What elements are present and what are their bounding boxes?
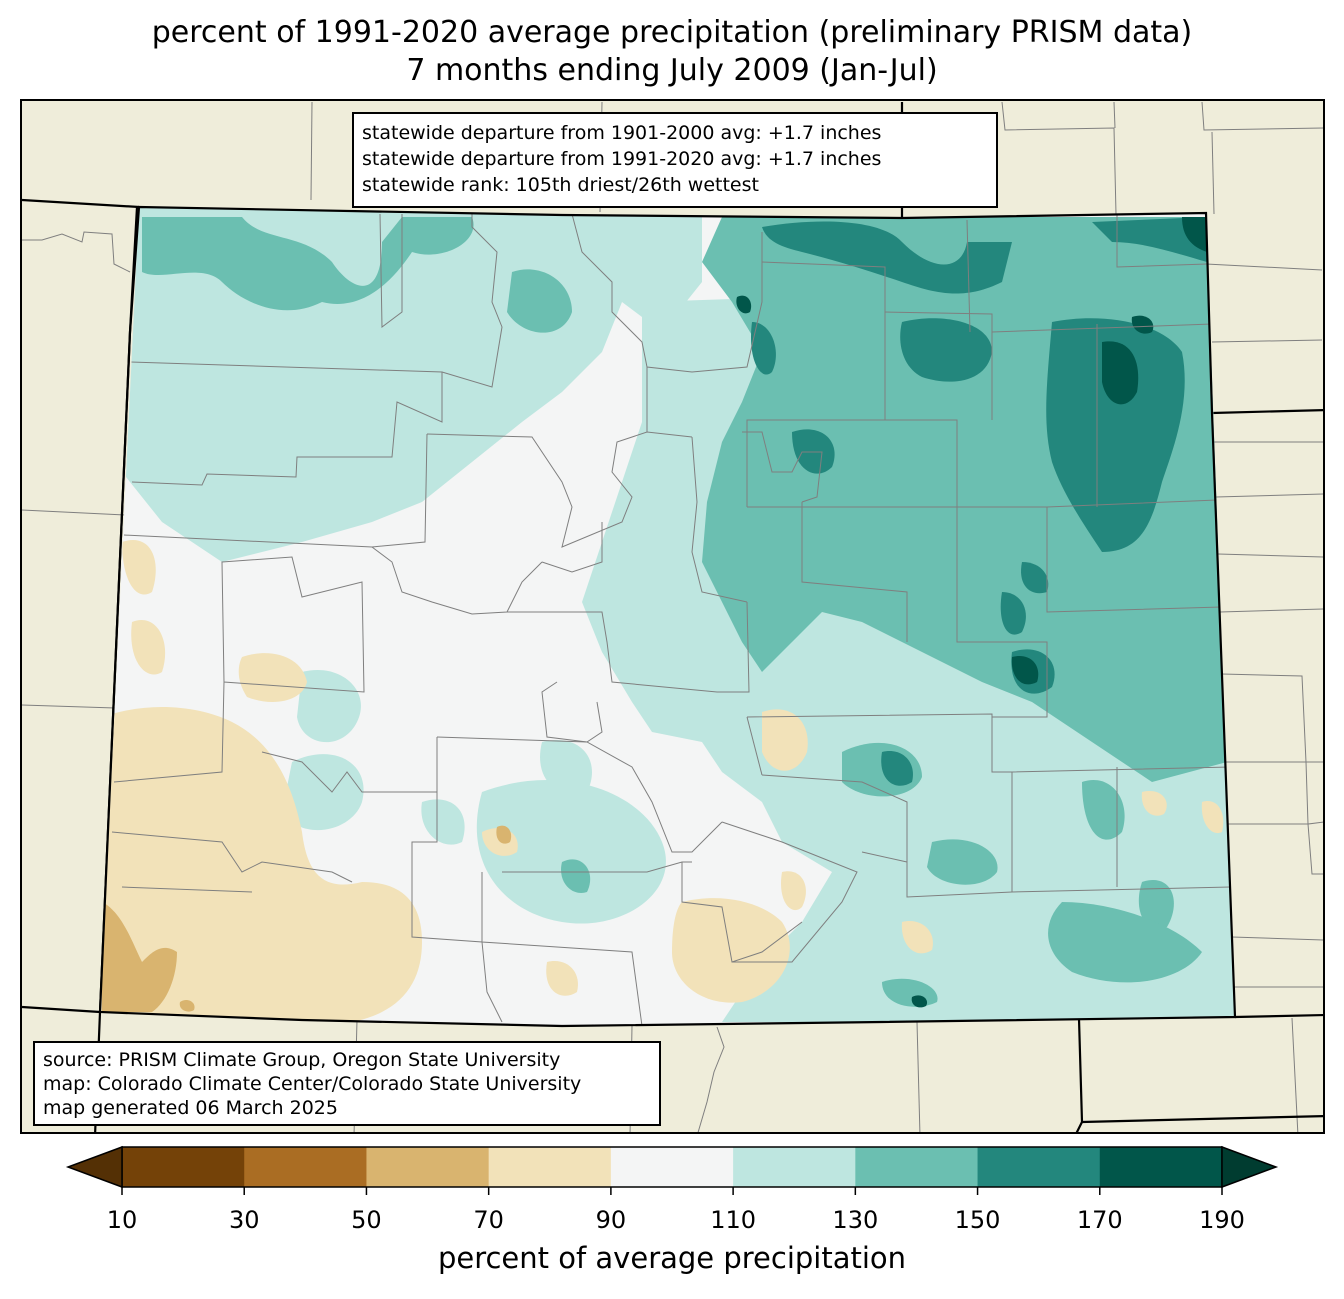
colorbar-tick-label: 50 [351, 1206, 382, 1234]
precipitation-map [22, 101, 1323, 1132]
source-box: source: PRISM Climate Group, Oregon Stat… [33, 1041, 661, 1126]
colorbar-tick-label: 30 [229, 1206, 260, 1234]
colorbar-tick-label: 10 [107, 1206, 138, 1234]
colorbar-tick-label: 170 [1077, 1206, 1123, 1234]
source-line-1: source: PRISM Climate Group, Oregon Stat… [43, 1049, 561, 1071]
colorbar-bins [121, 1146, 1223, 1188]
colorado-boundary [98, 205, 1237, 1028]
stats-line-3: statewide rank: 105th driest/26th wettes… [362, 174, 759, 196]
title-line-2: 7 months ending July 2009 (Jan-Jul) [406, 53, 938, 88]
colorbar-tick-label: 190 [1199, 1206, 1245, 1234]
colorbar-tick-label: 110 [710, 1206, 756, 1234]
colorbar-ticks: 10 30 50 70 90 110 130 150 170 190 [107, 1187, 1245, 1234]
precipitation-field [100, 207, 1235, 1026]
colorbar: 10 30 50 70 90 110 130 150 170 190 [65, 1145, 1279, 1234]
colorbar-bin-70-90 [488, 1147, 612, 1187]
colorbar-bin-130-150 [855, 1147, 979, 1187]
stats-line-2: statewide departure from 1991-2020 avg: … [362, 148, 882, 170]
colorbar-over-arrow [1221, 1145, 1279, 1189]
title-line-1: percent of 1991-2020 average precipitati… [151, 15, 1193, 50]
source-line-2: map: Colorado Climate Center/Colorado St… [43, 1073, 582, 1095]
colorbar-bin-150-170 [977, 1147, 1101, 1187]
colorbar-tick-label: 130 [832, 1206, 878, 1234]
colorbar-bin-110-130 [733, 1147, 856, 1187]
colorbar-under-arrow [65, 1145, 123, 1189]
colorbar-bin-50-70 [366, 1147, 490, 1187]
statewide-stats-box: statewide departure from 1901-2000 avg: … [352, 112, 998, 208]
colorbar-bin-170-190 [1099, 1147, 1223, 1187]
colorbar-label: percent of average precipitation [437, 1241, 907, 1275]
colorbar-bin-30-50 [244, 1147, 367, 1187]
colorbar-bin-90-110 [610, 1147, 734, 1187]
colorbar-tick-label: 150 [955, 1206, 1001, 1234]
map-frame: statewide departure from 1901-2000 avg: … [20, 99, 1325, 1134]
source-line-3: map generated 06 March 2025 [43, 1097, 338, 1119]
colorbar-bin-10-30 [122, 1147, 245, 1187]
colorbar-tick-label: 70 [473, 1206, 504, 1234]
map-title: percent of 1991-2020 average precipitati… [0, 14, 1344, 90]
colorbar-tick-label: 90 [596, 1206, 627, 1234]
county-lines [111, 213, 1233, 1026]
stats-line-1: statewide departure from 1901-2000 avg: … [362, 122, 882, 144]
